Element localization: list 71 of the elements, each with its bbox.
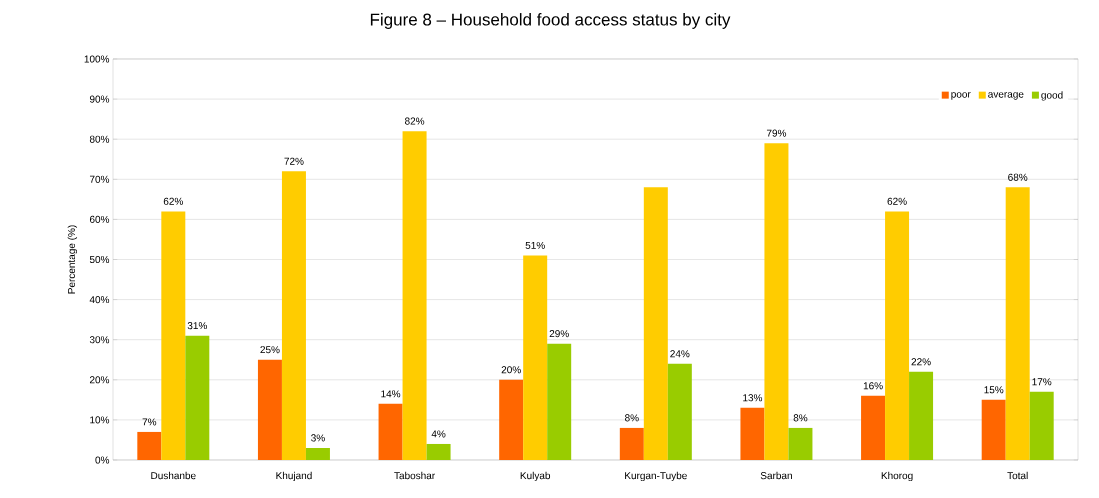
legend-label: poor [951,92,971,100]
y-tick-label: 70% [89,175,110,183]
bar [788,427,813,460]
bar [281,171,306,460]
data-label: 20% [501,366,521,374]
y-tick-label: 10% [90,416,110,424]
bar [981,399,1006,460]
bar [523,255,548,460]
x-tick-label: Taboshar [394,471,435,480]
x-tick-label: Kurgan-Tuybe [625,471,687,482]
data-label: 22% [911,358,931,366]
data-label: 7% [142,418,157,426]
y-tick-label: 100% [84,55,110,63]
bar [137,431,162,460]
data-label: 68% [1008,173,1028,181]
data-label: 4% [431,430,446,438]
data-label: 14% [381,390,401,398]
bar [257,359,282,460]
y-tick-label: 60% [89,215,110,223]
legend-label: average [988,92,1024,100]
bar [909,371,934,460]
bar [667,363,692,460]
bar [619,427,644,460]
chart-title: Figure 8 – Household food access status by city [370,13,731,29]
data-label: 8% [793,414,808,422]
data-label: 16% [863,382,883,390]
y-axis-title: Percentage (%) [67,225,78,294]
data-label: 29% [549,330,569,338]
data-label: 51% [525,241,545,249]
bar [378,403,403,460]
y-tick-label: 20% [89,376,110,384]
y-tick-label: 90% [89,95,110,103]
data-label: 62% [887,197,907,205]
x-tick-label: Sarban [760,471,792,480]
bar [547,343,572,460]
x-tick-label: Khorog [881,471,913,482]
bar [1029,391,1054,460]
data-label: 17% [1032,378,1052,386]
data-label: 79% [766,129,787,137]
y-tick-label: 80% [89,135,110,143]
data-label: 3% [311,434,325,442]
x-tick-label: Dushanbe [151,471,196,480]
bar [185,335,210,460]
y-tick-label: 0% [95,456,110,464]
data-label: 62% [163,197,183,205]
bar [861,395,886,460]
data-label: 72% [284,157,304,165]
bar [305,447,330,460]
data-label: 31% [187,322,207,330]
data-label: 8% [625,414,639,422]
bar [764,143,789,460]
bar [885,211,910,460]
bar [643,187,668,460]
y-tick-label: 50% [89,255,110,264]
x-tick-label: Khujand [276,471,312,482]
y-tick-label: 30% [89,336,110,344]
legend-label: good [1041,91,1063,101]
data-label: 13% [743,394,763,402]
bar [161,211,186,460]
bar [1005,187,1030,460]
data-label: 15% [984,386,1004,394]
data-label: 24% [670,350,690,358]
data-label: 25% [260,346,280,354]
x-tick-label: Kulyab [520,471,551,482]
y-tick-label: 40% [89,296,110,304]
data-label: 82% [405,117,425,125]
bar [499,379,524,460]
bar [426,443,451,460]
bar [740,407,765,460]
bar [402,131,427,460]
x-tick-label: Total [1007,471,1028,480]
